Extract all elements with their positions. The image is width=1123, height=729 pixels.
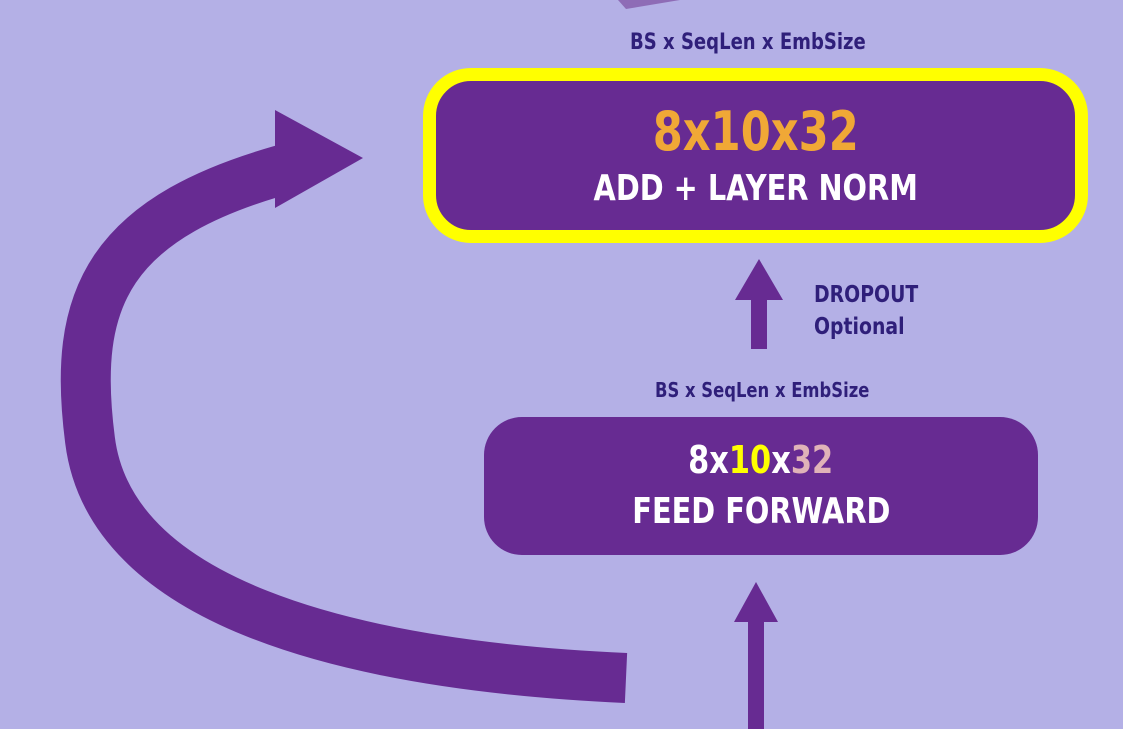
dropout-label: DROPOUT xyxy=(814,282,919,308)
dim-sep-1: x xyxy=(709,438,730,482)
dim-seq: 10 xyxy=(729,438,772,482)
dropout-arrow-head xyxy=(735,259,783,300)
dropout-arrow-shaft xyxy=(751,300,767,349)
feed-forward-block: 8x10x32 FEED FORWARD xyxy=(484,417,1038,555)
residual-arrow-head xyxy=(275,110,363,208)
bottom-shape-label: BS x SeqLen x EmbSize xyxy=(655,378,870,402)
dim-sep-2: x xyxy=(771,438,792,482)
dim-batch: 8 xyxy=(688,438,710,482)
dim-emb: 32 xyxy=(791,438,834,482)
dropout-note: Optional xyxy=(814,314,905,340)
top-block-title: ADD + LAYER NORM xyxy=(593,167,918,209)
input-arrow-shaft xyxy=(748,622,764,729)
upper-arrow-fragment xyxy=(618,0,680,9)
bottom-block-dims: 8x10x32 xyxy=(688,437,833,483)
input-arrow-head xyxy=(734,582,778,622)
residual-connection-arrow xyxy=(60,140,628,703)
top-shape-label: BS x SeqLen x EmbSize xyxy=(630,30,866,55)
top-block-dims: 8x10x32 xyxy=(652,99,859,163)
bottom-block-title: FEED FORWARD xyxy=(631,491,891,532)
add-layer-norm-block: 8x10x32 ADD + LAYER NORM xyxy=(423,68,1088,243)
